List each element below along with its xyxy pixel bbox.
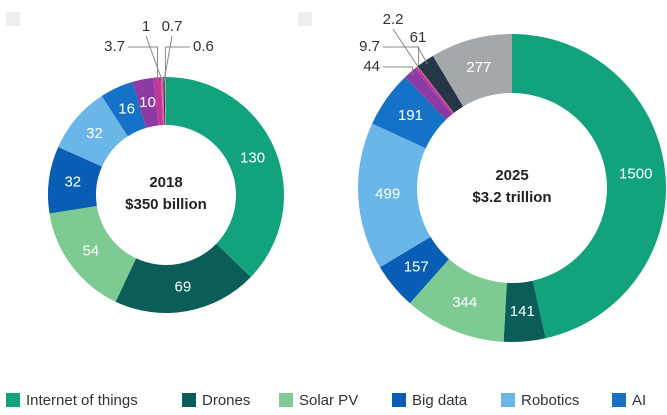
leader-line [128, 46, 158, 82]
legend-label: Big data [412, 392, 468, 409]
decor [298, 12, 312, 26]
data-label: 16 [118, 101, 135, 118]
data-label: 277 [466, 59, 491, 76]
data-label: 499 [375, 186, 400, 203]
data-label: 1500 [619, 165, 652, 182]
data-label: 61 [410, 29, 427, 46]
data-label: 9.7 [359, 38, 380, 55]
donut-slice [379, 236, 450, 304]
data-label: 1 [142, 18, 150, 35]
donut-slice [163, 77, 166, 126]
data-label: 44 [363, 58, 380, 75]
donut-slice [372, 77, 447, 149]
donut-slice [432, 34, 512, 107]
legend-swatch [501, 393, 515, 407]
data-label: 130 [240, 149, 265, 166]
decor [6, 12, 20, 26]
donut-slice [161, 77, 165, 126]
donut-slice [512, 34, 666, 339]
data-label: 2.2 [383, 11, 404, 28]
donut-slice [358, 123, 431, 268]
donut-slice [414, 66, 454, 115]
leader-line [417, 46, 428, 65]
donut-slice [132, 77, 159, 128]
legend-label: Solar PV [299, 392, 358, 409]
donut-slice [101, 81, 147, 137]
legend-label: Robotics [521, 392, 579, 409]
data-label: 10 [139, 94, 156, 111]
legend-swatch [392, 393, 406, 407]
leader-line [392, 28, 421, 70]
data-label: 54 [82, 242, 99, 259]
data-label: 157 [404, 259, 429, 276]
legend-swatch [612, 393, 626, 407]
legend-label: Internet of things [26, 392, 138, 409]
leader-line [383, 46, 420, 71]
data-label: 32 [64, 174, 81, 191]
data-label: 0.7 [162, 18, 183, 35]
donut-slice [115, 243, 251, 313]
data-label: 191 [398, 107, 423, 124]
donut-slice [417, 55, 464, 113]
donut-slice [417, 66, 454, 114]
center-title: 2025 [495, 167, 528, 184]
donut-slice [409, 259, 507, 342]
center-title: 2018 [149, 174, 182, 191]
leader-line [145, 35, 163, 82]
donut-slice [166, 77, 284, 278]
data-label: 141 [510, 303, 535, 320]
data-label: 0.6 [193, 38, 214, 55]
data-label: 69 [174, 278, 191, 295]
donut-slice [49, 205, 137, 302]
leader-line [164, 46, 190, 82]
center-subtitle: $350 billion [125, 196, 207, 213]
legend-swatch [279, 393, 293, 407]
legend-swatch [182, 393, 196, 407]
donut-slice [153, 77, 164, 126]
leader-line [383, 66, 414, 76]
donut-slice [48, 147, 103, 214]
donut-slice [503, 280, 546, 342]
legend-label: AI [632, 392, 646, 409]
data-label: 3.7 [104, 38, 125, 55]
center-subtitle: $3.2 trillion [472, 189, 551, 206]
data-label: 32 [86, 125, 103, 142]
donut-slice [405, 68, 453, 120]
data-label: 344 [452, 294, 477, 311]
donut-slice [58, 96, 128, 167]
donut-slice [164, 77, 166, 126]
legend-swatch [6, 393, 20, 407]
legend-label: Drones [202, 392, 250, 409]
